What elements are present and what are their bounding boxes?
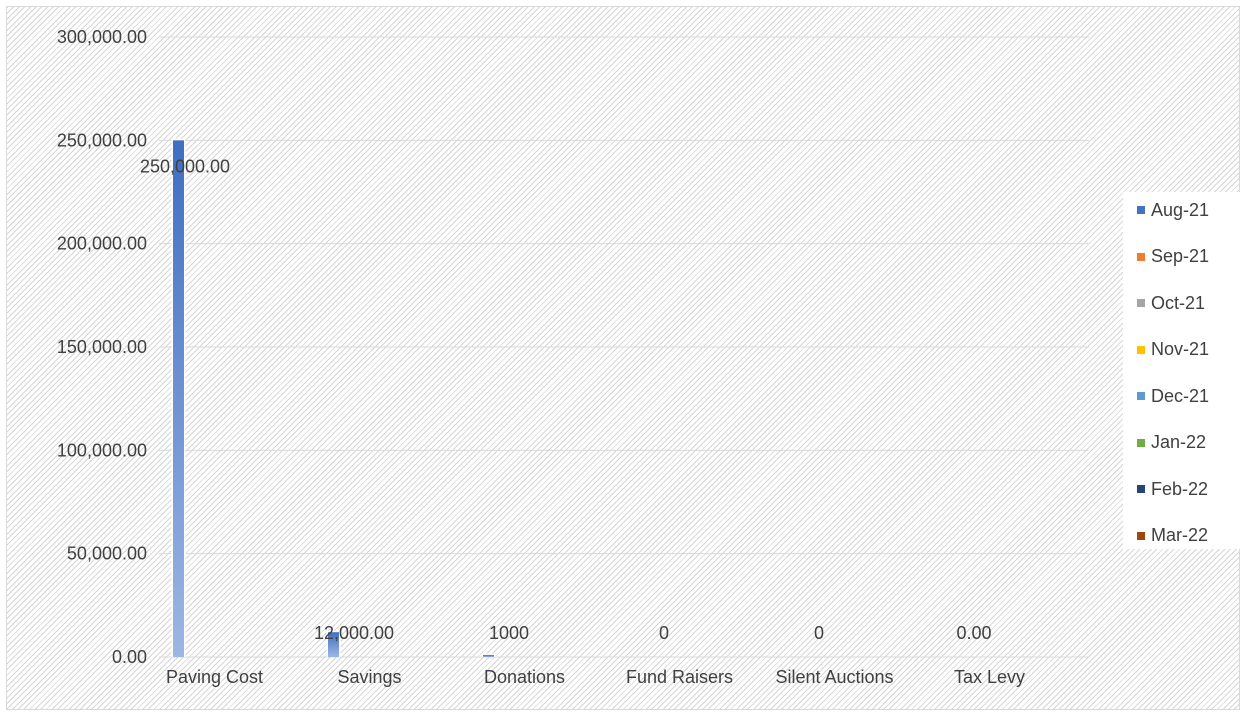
x-tick-label: Tax Levy (954, 667, 1025, 687)
x-tick-label: Donations (484, 667, 565, 687)
y-tick-label: 0.00 (112, 647, 147, 667)
y-tick-label: 250,000.00 (57, 130, 147, 150)
legend-item: Sep-21 (1137, 245, 1209, 269)
data-label: 0 (659, 623, 669, 643)
legend-swatch (1137, 299, 1145, 307)
x-tick-label: Paving Cost (166, 667, 263, 687)
y-tick-label: 300,000.00 (57, 27, 147, 47)
legend: Aug-21 Sep-21 Oct-21 Nov-21 Dec-21 Jan-22 Feb-… (1123, 192, 1241, 549)
bar (328, 632, 339, 657)
legend-item: Oct-21 (1137, 291, 1205, 315)
legend-label: Mar-22 (1151, 525, 1209, 545)
bar (483, 654, 494, 657)
legend-label: Nov-21 (1151, 339, 1210, 359)
y-tick-label: 200,000.00 (57, 234, 147, 254)
legend-label: Sep-21 (1151, 246, 1210, 266)
legend-item: Mar-22 (1137, 524, 1208, 548)
chart-plot: 0.00 50,000.00 100,000.00 150,000.00 200,000… (57, 27, 1089, 687)
legend-swatch (1137, 485, 1145, 493)
chart-area: 0.00 50,000.00 100,000.00 150,000.00 200,000… (6, 6, 1241, 710)
legend-item: Dec-21 (1137, 384, 1209, 408)
legend-swatch (1137, 438, 1145, 447)
data-label: 0 (814, 623, 824, 643)
legend-swatch (1137, 392, 1145, 400)
legend-swatch (1137, 252, 1145, 261)
legend-label: Dec-21 (1151, 385, 1210, 406)
legend-item: Aug-21 (1137, 198, 1209, 222)
data-label: 12,000.00 (314, 623, 394, 643)
x-tick-label: Silent Auctions (775, 667, 893, 687)
bar (173, 140, 184, 658)
y-tick-label: 50,000.00 (67, 544, 147, 564)
legend-swatch (1137, 345, 1145, 354)
legend-swatch (1137, 531, 1145, 540)
y-tick-label: 100,000.00 (57, 440, 147, 460)
legend-label: Jan-22 (1151, 432, 1207, 452)
x-tick-label: Fund Raisers (626, 667, 733, 687)
legend-label: Feb-22 (1151, 478, 1209, 499)
data-label: 1000 (489, 623, 529, 643)
legend-item: Nov-21 (1137, 338, 1209, 362)
legend-item: Feb-22 (1137, 477, 1208, 501)
legend-label: Aug-21 (1151, 199, 1210, 220)
data-label: 250,000.00 (140, 156, 230, 176)
legend-item: Jan-22 (1137, 431, 1206, 455)
x-tick-label: Savings (337, 667, 401, 687)
legend-label: Oct-21 (1151, 292, 1206, 313)
y-tick-label: 150,000.00 (57, 337, 147, 357)
legend-swatch (1137, 206, 1145, 214)
data-label: 0.00 (956, 623, 991, 643)
